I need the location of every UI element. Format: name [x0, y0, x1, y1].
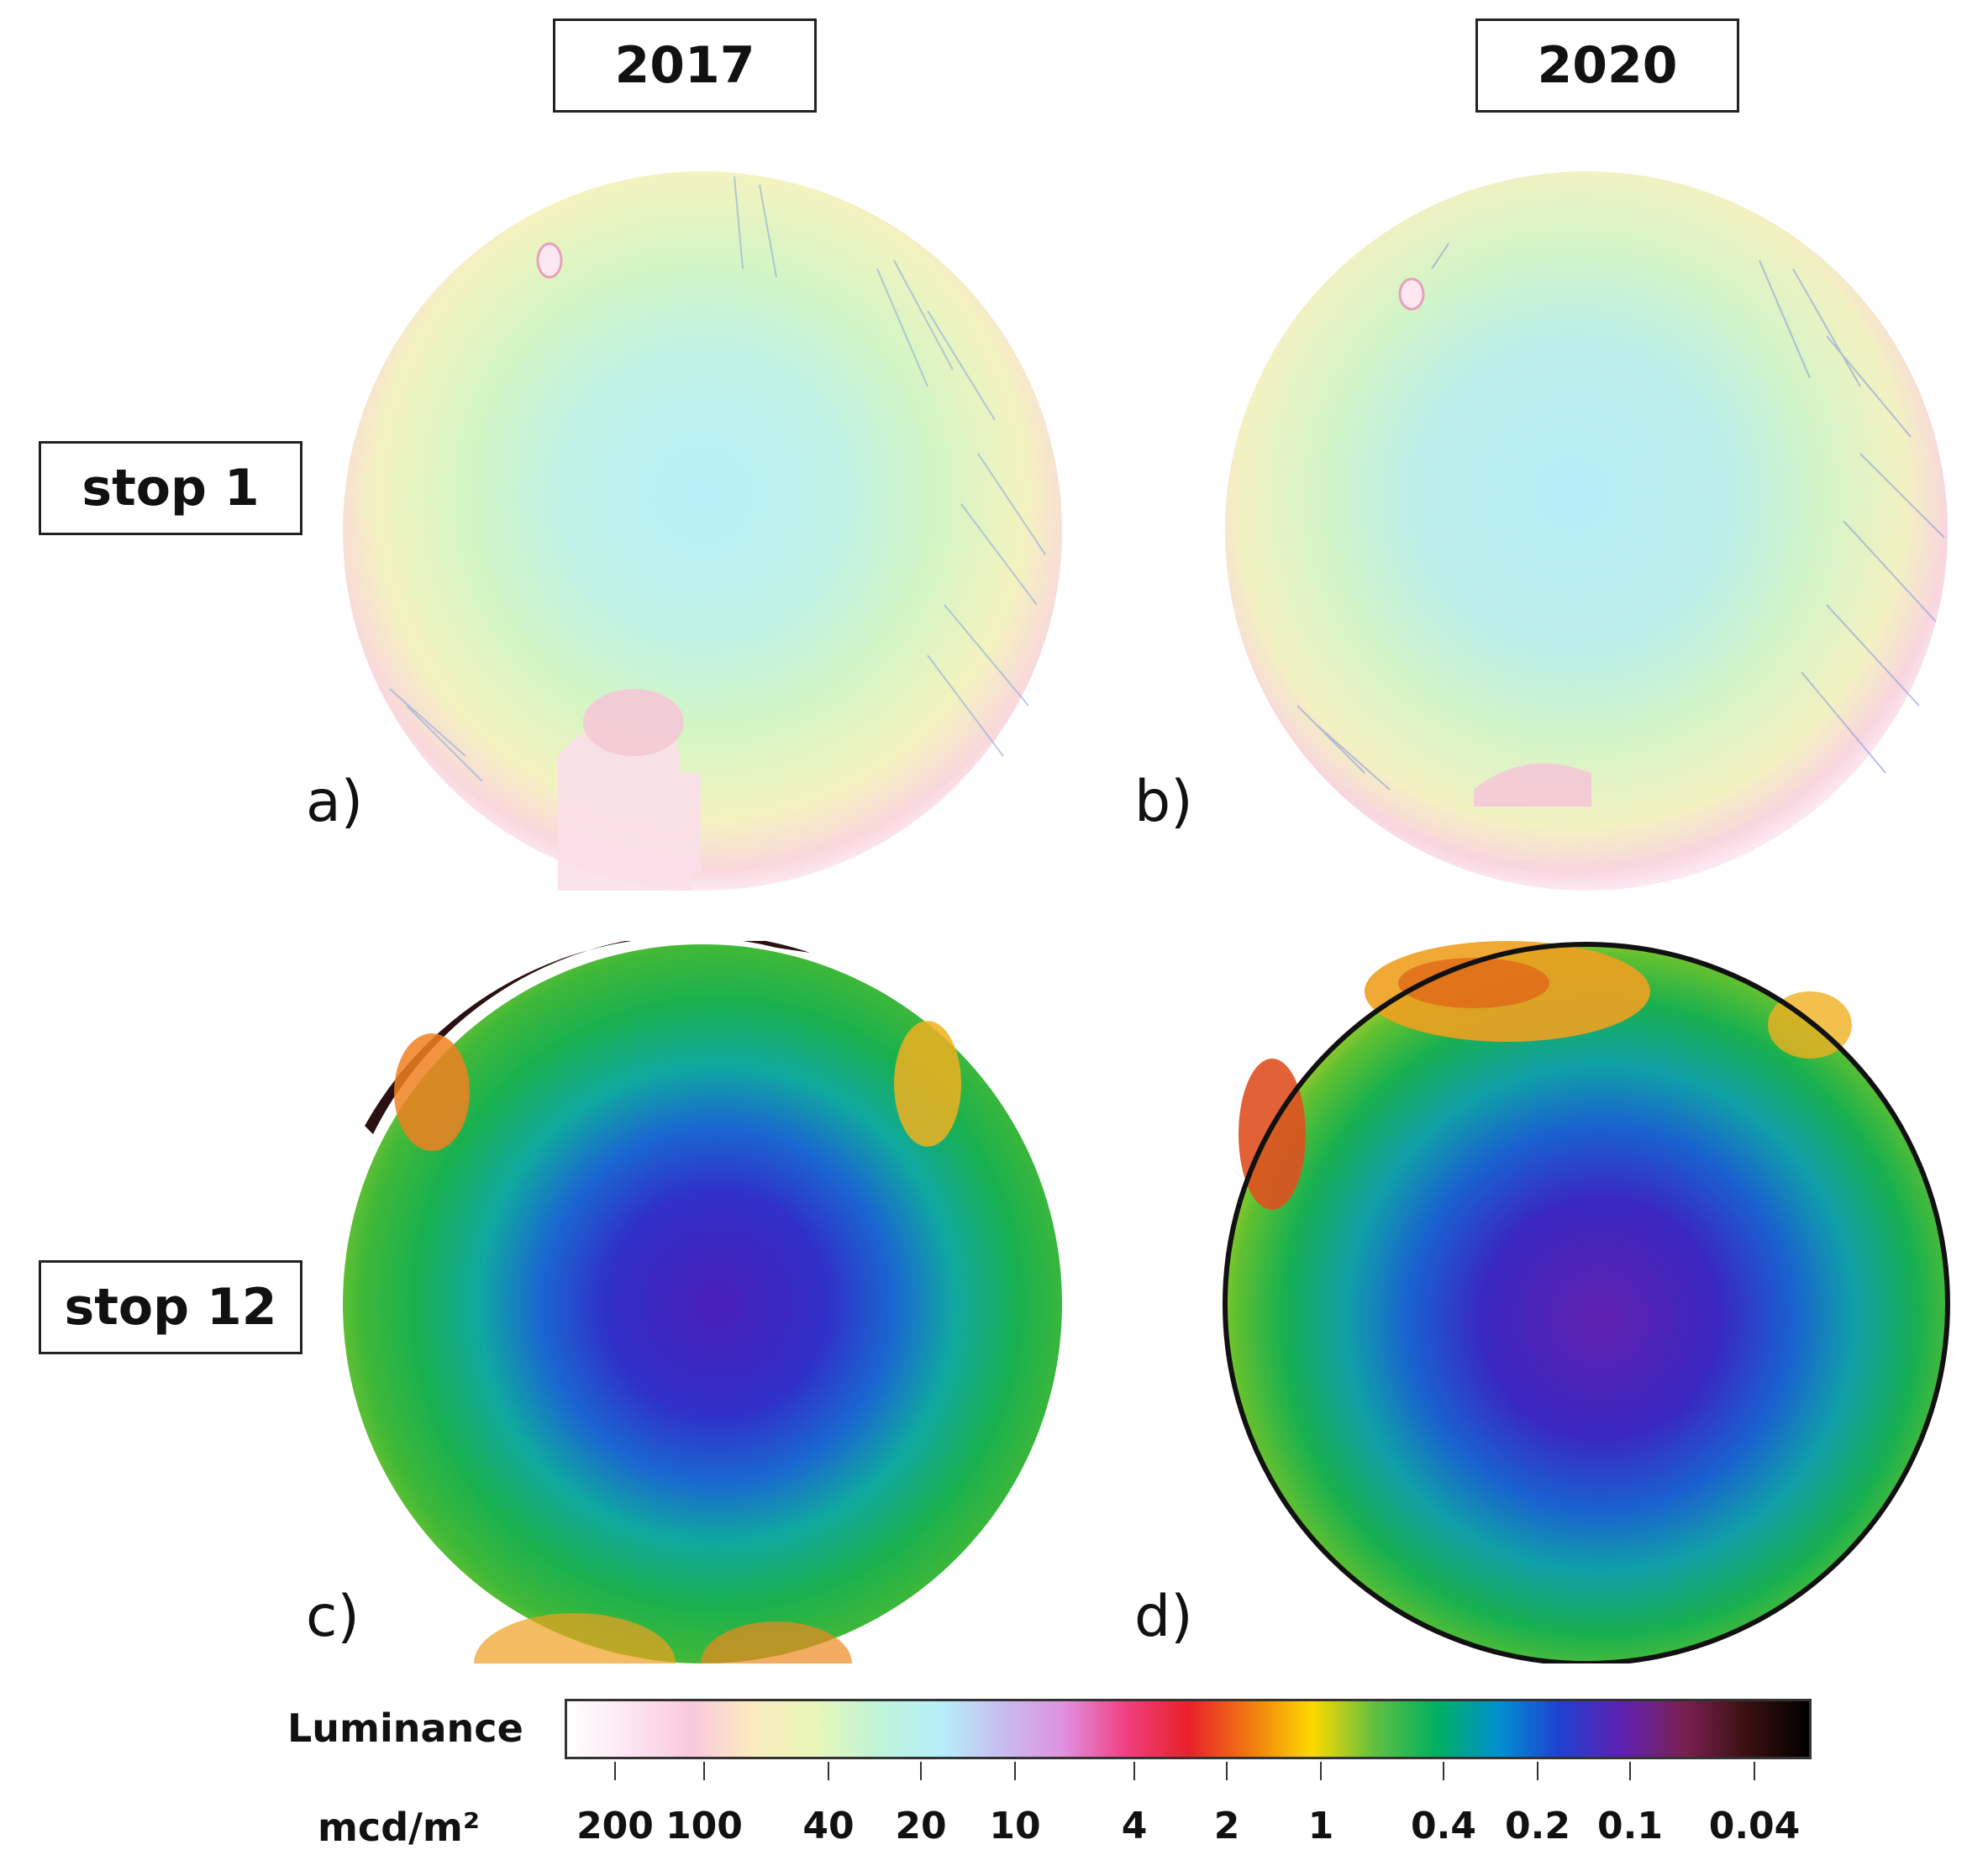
row-header-stop-1: stop 1 — [39, 441, 302, 535]
colorbar-tick-mark — [1014, 1762, 1016, 1780]
panel-label-d: d) — [1134, 1584, 1193, 1650]
colorbar-tick-mark — [920, 1762, 922, 1780]
panel-label-c: c) — [306, 1584, 360, 1650]
panel-label-a: a) — [306, 769, 364, 835]
column-header-2017: 2017 — [553, 18, 817, 113]
row-header-stop-12: stop 12 — [39, 1260, 302, 1354]
colorbar-tick-label: 0.2 — [1505, 1805, 1570, 1847]
colorbar-tick-label: 2 — [1213, 1805, 1240, 1847]
colorbar-tick-label: 10 — [989, 1805, 1041, 1847]
colorbar-tick-mark — [1443, 1762, 1444, 1780]
colorbar-tick-label: 0.1 — [1597, 1805, 1663, 1847]
colorbar-tick-mark — [1537, 1762, 1538, 1780]
colorbar-tick-mark — [703, 1762, 705, 1780]
fisheye-image-c — [343, 941, 1062, 1663]
colorbar-tick-label: 0.04 — [1708, 1805, 1801, 1847]
colorbar-tick-label: 40 — [802, 1805, 855, 1847]
colorbar-tick-label: 0.4 — [1411, 1805, 1476, 1847]
colorbar-tick-label: 100 — [665, 1805, 743, 1847]
colorbar-tick-mark — [614, 1762, 616, 1780]
fisheye-image-b — [1225, 171, 1948, 891]
column-header-2020-label: 2020 — [1537, 36, 1678, 95]
colorbar-tick-label: 1 — [1307, 1805, 1334, 1847]
colorbar-tick-mark — [828, 1762, 829, 1780]
colorbar-tick-mark — [1226, 1762, 1228, 1780]
colorbar-tick-label: 20 — [895, 1805, 947, 1847]
fisheye-image-d — [1223, 941, 1950, 1663]
row-header-stop-12-label: stop 12 — [64, 1278, 277, 1337]
colorbar-tick-mark — [1133, 1762, 1135, 1780]
colorbar-tick-mark — [1754, 1762, 1755, 1780]
colorbar-tick-label: 4 — [1121, 1805, 1148, 1847]
colorbar-tick-label: 200 — [576, 1805, 654, 1847]
colorbar-unit: mcd/m² — [318, 1805, 481, 1850]
colorbar-tick-mark — [1629, 1762, 1631, 1780]
row-header-stop-1-label: stop 1 — [82, 459, 260, 518]
panel-label-b: b) — [1134, 769, 1193, 835]
column-header-2020: 2020 — [1475, 18, 1739, 113]
fisheye-image-a — [343, 171, 1062, 891]
colorbar-tick-mark — [1320, 1762, 1322, 1780]
colorbar-title: Luminance — [287, 1705, 523, 1751]
luminance-colorbar — [565, 1699, 1812, 1759]
column-header-2017-label: 2017 — [614, 36, 755, 95]
